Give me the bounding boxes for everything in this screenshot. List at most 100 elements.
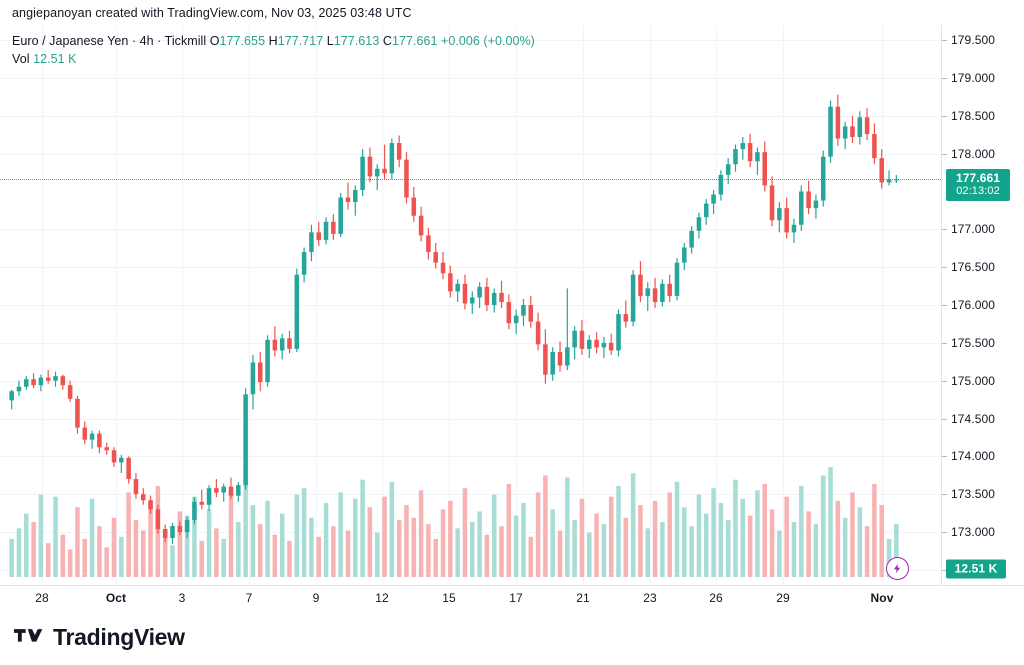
volume-bar [682, 507, 687, 577]
grid-line-vertical [882, 25, 883, 585]
legend-close-value: 177.661 [391, 34, 438, 48]
time-axis-label: 3 [178, 591, 186, 605]
current-price-badge[interactable]: 177.661 02:13:02 [946, 169, 1010, 202]
volume-bar [506, 483, 512, 577]
chart-frame: Euro / Japanese Yen · 4h · Tickmill O177… [0, 25, 1024, 610]
candle-body [791, 224, 797, 233]
candle-body [725, 164, 731, 175]
candle-body [842, 126, 848, 139]
replay-lightning-badge[interactable] [885, 557, 909, 580]
candle-body [184, 519, 190, 533]
volume-bar [265, 500, 270, 577]
candle-body [24, 379, 29, 387]
candle-body [257, 362, 263, 383]
chart-plot-area[interactable]: Euro / Japanese Yen · 4h · Tickmill O177… [0, 25, 941, 585]
candle-body [228, 486, 234, 496]
volume-bar [287, 541, 292, 577]
volume-bar [279, 513, 285, 577]
candle-body [243, 394, 248, 486]
candle-body [155, 509, 161, 529]
candle-body [850, 126, 855, 137]
candle-body [857, 117, 863, 137]
legend-change: +0.006 (+0.00%) [441, 34, 535, 48]
price-axis[interactable]: 179.500 179.000 178.500 178.000 177.000 176.5… [941, 25, 1024, 585]
candle-body [162, 529, 168, 539]
volume-bar [835, 500, 841, 577]
volume-bar [396, 519, 402, 577]
candle-body [126, 457, 131, 480]
candle-body [396, 143, 402, 160]
candle-body [645, 288, 651, 296]
candle-body [543, 344, 548, 375]
candle-body [594, 339, 599, 348]
candle-body [718, 174, 724, 195]
volume-bar [638, 505, 643, 577]
candle-body [820, 156, 826, 201]
volume-bar [360, 479, 365, 577]
volume-bar [820, 475, 826, 577]
candle-body [9, 391, 14, 401]
candle-body [799, 191, 804, 225]
time-axis-label: 7 [245, 591, 253, 605]
volume-bar [38, 494, 44, 577]
grid-line-horizontal [0, 494, 941, 496]
price-axis-label: 179.000 [951, 70, 996, 85]
candle-body [784, 208, 789, 233]
candle-body [689, 230, 694, 248]
volume-bar [250, 505, 256, 577]
volume-bar [228, 490, 234, 577]
candle-body [886, 179, 892, 183]
volume-bar [725, 519, 731, 577]
volume-bar [572, 519, 577, 577]
volume-bar [740, 498, 746, 577]
grid-line-vertical [382, 25, 383, 585]
candle-body [828, 106, 833, 157]
volume-bar [214, 528, 219, 577]
volume-bar [755, 490, 760, 577]
candle-body [45, 377, 51, 381]
volume-bar [784, 496, 789, 577]
volume-bar [674, 481, 680, 577]
candle-body [170, 525, 175, 539]
grid-line-horizontal [0, 153, 941, 155]
candle-body [104, 447, 109, 451]
price-tick-mark [942, 418, 947, 420]
volume-bar [645, 528, 651, 577]
tradingview-logo-icon [14, 629, 43, 642]
time-axis-label: 23 [643, 591, 657, 605]
candle-body [455, 283, 460, 292]
candle-body [309, 232, 314, 253]
legend-row-ohlc: Euro / Japanese Yen · 4h · Tickmill O177… [12, 33, 535, 50]
volume-bar [301, 488, 307, 577]
time-axis[interactable]: 28 Oct 3 7 9 12 15 17 21 23 26 29 Nov [0, 585, 1024, 610]
candle-body [221, 486, 226, 493]
attribution-bar: angiepanoyan created with TradingView.co… [0, 0, 1024, 25]
grid-line-horizontal [0, 115, 941, 117]
price-tick-mark [942, 342, 947, 344]
candle-body [513, 315, 519, 324]
volume-bar [170, 545, 175, 577]
grid-line-horizontal [0, 229, 941, 231]
grid-line-horizontal [0, 380, 941, 382]
volume-bar [257, 524, 263, 577]
current-volume-badge[interactable]: 12.51 K [946, 559, 1006, 579]
candle-body [608, 342, 614, 351]
price-axis-label: 175.000 [951, 373, 996, 388]
volume-bar [762, 483, 767, 577]
time-axis-label: Oct [105, 591, 127, 605]
volume-bar [462, 488, 468, 577]
volume-bar [594, 513, 599, 577]
volume-bar [221, 538, 226, 577]
volume-bar [323, 502, 329, 577]
candle-body [696, 217, 702, 231]
volume-bar [894, 524, 899, 577]
grid-line-horizontal [0, 456, 941, 458]
candle-body [111, 450, 117, 463]
volume-bar [872, 483, 877, 577]
candle-body [31, 379, 36, 386]
price-tick-mark [942, 267, 947, 269]
candle-body [206, 488, 212, 505]
price-tick-mark [942, 115, 947, 117]
volume-bar [243, 483, 248, 577]
candle-body [279, 338, 285, 351]
